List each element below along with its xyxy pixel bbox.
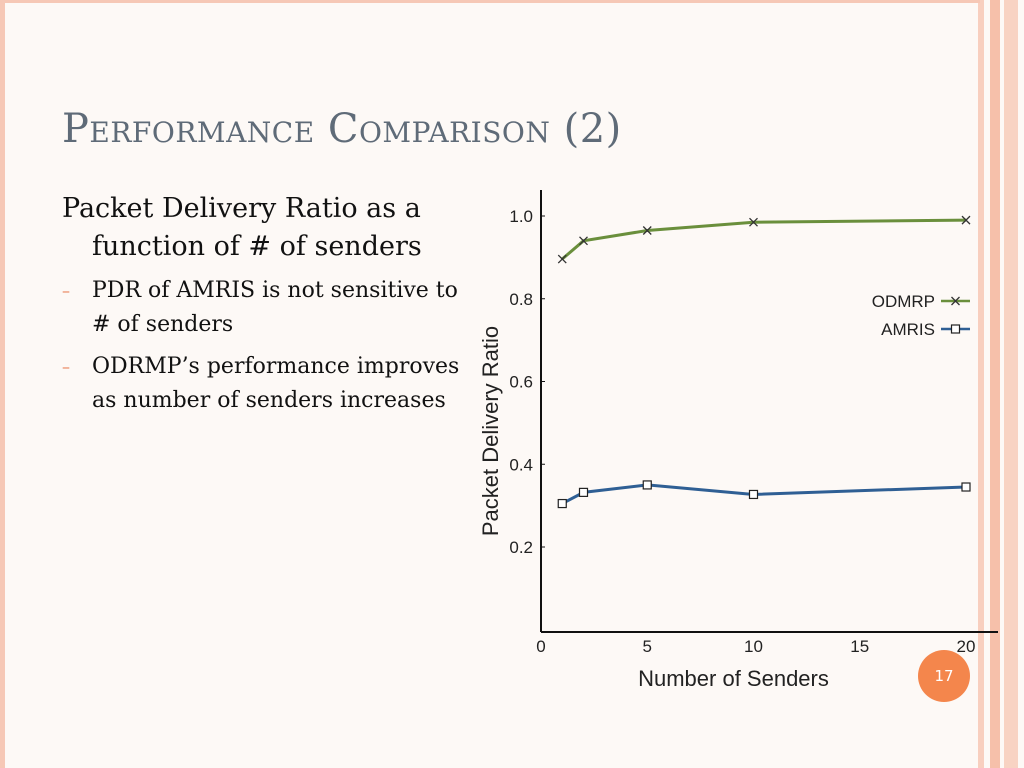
bullet-item: – ODRMP’s performance improves as number… [62, 350, 482, 418]
data-point-amris [748, 489, 759, 500]
bullet-dash-icon: – [62, 281, 70, 300]
data-point-amris [642, 480, 652, 490]
pdr-line-chart: 0 5 10 15 20 0.2 0.4 0.6 0.8 1.0 Number of Senders… [478, 190, 998, 691]
decorative-stripe [978, 0, 984, 768]
bullet-dash-icon: – [62, 357, 70, 376]
data-point-amris [557, 498, 567, 509]
decorative-stripe [990, 0, 1000, 768]
x-axis-label: Number of Senders [638, 666, 829, 691]
legend-label-amris: AMRIS [881, 320, 935, 339]
slide-frame-left [0, 0, 5, 768]
data-point-amris [961, 482, 971, 492]
x-tick-label: 15 [850, 637, 869, 656]
data-point-odmrp [557, 254, 567, 264]
bullet-item: – PDR of AMRIS is not sensitive to # of … [62, 274, 482, 342]
x-tick-label: 5 [643, 637, 652, 656]
decorative-stripe [1004, 0, 1018, 768]
data-point-odmrp [579, 236, 588, 246]
slide-frame-top [0, 0, 980, 3]
series-line-amris [561, 483, 967, 505]
slide-number-badge: 17 [918, 650, 970, 702]
y-tick-label: 0.8 [509, 290, 533, 309]
bullet-text: PDR of AMRIS is not sensitive to # of se… [92, 278, 458, 337]
x-tick-label: 20 [957, 637, 976, 656]
x-tick-label: 0 [536, 637, 545, 656]
y-tick-label: 0.2 [509, 538, 533, 557]
series-line-odmrp [561, 218, 967, 261]
data-point-odmrp [642, 226, 652, 235]
slide-body: Packet Delivery Ratio as a function of #… [62, 190, 482, 426]
legend-label-odmrp: ODMRP [872, 292, 935, 311]
data-point-odmrp [961, 215, 971, 225]
legend-marker-amris [950, 324, 961, 334]
x-tick-label: 10 [744, 637, 763, 656]
y-tick-label: 0.4 [509, 455, 533, 474]
data-point-odmrp [749, 217, 758, 227]
bullet-list: – PDR of AMRIS is not sensitive to # of … [62, 274, 482, 418]
y-tick-label: 0.6 [509, 373, 533, 392]
legend-marker-odmrp [951, 296, 960, 306]
y-tick-label: 1.0 [509, 207, 533, 226]
bullet-text: ODRMP’s performance improves as number o… [92, 354, 460, 413]
slide-title: Performance Comparison (2) [62, 106, 622, 152]
lead-text: Packet Delivery Ratio as a function of #… [62, 193, 422, 262]
data-point-amris [578, 487, 589, 497]
y-axis-label: Packet Delivery Ratio [478, 326, 503, 536]
